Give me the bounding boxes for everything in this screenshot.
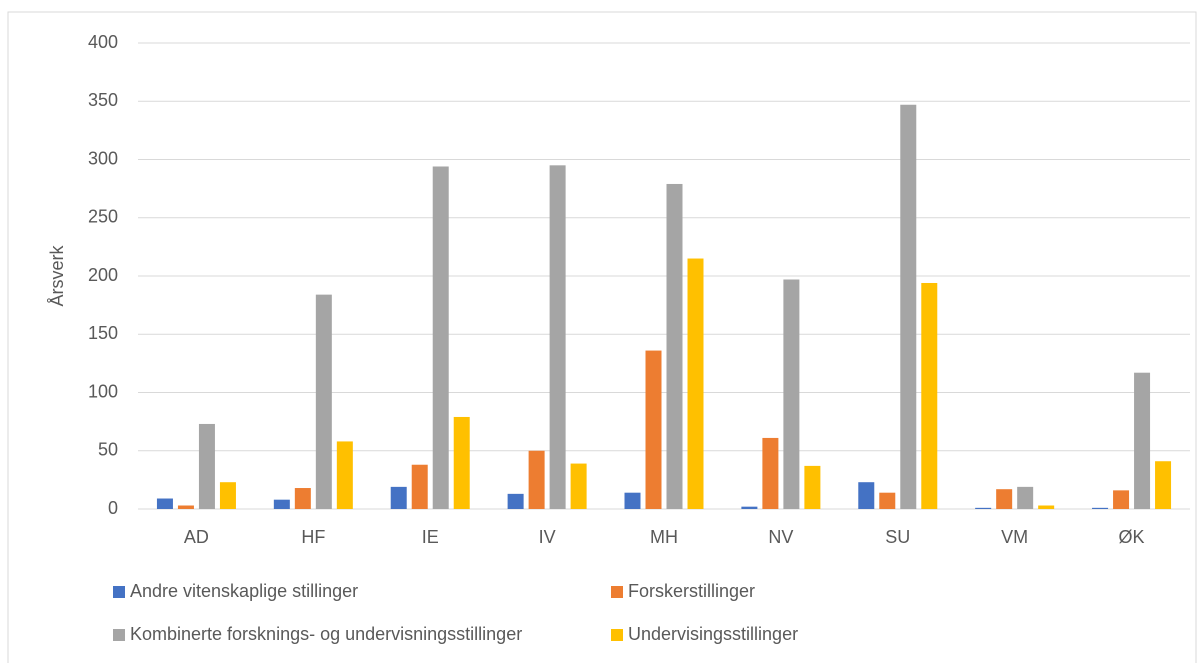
bar [549,165,566,509]
bar [177,505,194,509]
bar [453,416,470,509]
y-tick-label: 150 [88,323,118,343]
bar [411,464,428,509]
x-tick-label: IE [422,527,439,547]
bar [900,104,917,510]
x-tick-label: VM [1001,527,1028,547]
bar [687,258,704,509]
bar [1017,486,1034,509]
bar [624,492,641,509]
bar [219,482,236,509]
x-tick-label: HF [301,527,325,547]
bar [804,465,821,509]
bar [741,506,758,509]
bar [645,350,662,509]
y-tick-label: 0 [108,498,118,518]
bar [1134,372,1151,509]
legend-label: Forskerstillinger [628,581,755,601]
bar [336,441,353,509]
bar [1092,507,1109,509]
bar [783,279,800,509]
legend-swatch [611,629,623,641]
bar [1155,461,1172,509]
y-tick-label: 50 [98,440,118,460]
bar [315,294,332,509]
bar [975,507,992,509]
bar [432,166,449,510]
bar [294,488,311,509]
bar [507,493,524,509]
x-tick-label: NV [768,527,793,547]
y-tick-label: 200 [88,265,118,285]
y-tick-label: 300 [88,148,118,168]
y-tick-label: 400 [88,32,118,52]
x-tick-label: SU [885,527,910,547]
legend-label: Andre vitenskaplige stillinger [130,581,358,601]
bar [996,489,1013,509]
y-tick-label: 100 [88,381,118,401]
bar [879,492,896,509]
bar [666,183,683,509]
x-tick-label: IV [539,527,556,547]
bar [570,463,587,509]
bar [762,437,779,509]
x-tick-label: ØK [1119,527,1145,547]
legend-label: Undervisingsstillinger [628,624,798,644]
legend-swatch [113,586,125,598]
bar [1038,505,1055,509]
y-tick-label: 350 [88,90,118,110]
bar [1113,490,1130,509]
y-axis-title: Årsverk [47,245,67,307]
legend-swatch [113,629,125,641]
bar [273,499,290,509]
legend-swatch [611,586,623,598]
legend-label: Kombinerte forsknings- og undervisningss… [130,624,522,644]
x-tick-label: AD [184,527,209,547]
bar [921,282,938,509]
bar [390,486,407,509]
chart-border [7,11,1197,668]
bar [198,423,215,509]
bar [858,482,875,509]
x-tick-label: MH [650,527,678,547]
bar [528,450,545,509]
bar [156,498,173,509]
y-tick-label: 250 [88,207,118,227]
